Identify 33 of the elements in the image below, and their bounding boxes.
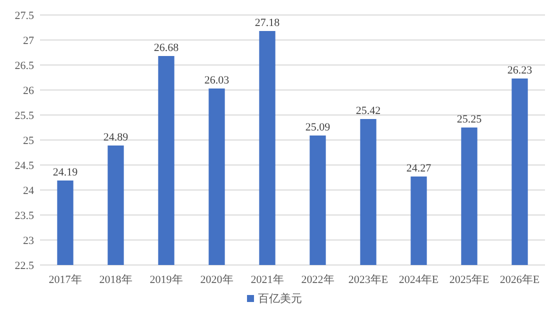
- y-tick-label: 27: [23, 35, 34, 47]
- x-tick-label: 2023年E: [348, 274, 388, 286]
- legend-label: 百亿美元: [258, 292, 302, 305]
- x-tick-label: 2021年: [250, 274, 284, 286]
- legend: 百亿美元: [247, 293, 302, 305]
- data-label: 26.23: [507, 64, 533, 76]
- x-tick-label: 2018年: [99, 274, 132, 286]
- x-tick-label: 2017年: [48, 274, 82, 286]
- x-tick-label: 2024年E: [398, 274, 439, 286]
- x-tick-label: 2019年: [150, 274, 183, 286]
- data-label: 24.27: [406, 162, 432, 174]
- data-label: 25.25: [456, 114, 482, 126]
- y-tick-label: 26.5: [14, 60, 34, 72]
- data-label: 25.42: [356, 105, 381, 117]
- x-tick-label: 2025年E: [449, 274, 490, 286]
- y-tick-label: 26: [23, 85, 34, 97]
- data-label: 25.09: [305, 122, 331, 134]
- y-tick-label: 24.5: [14, 160, 34, 172]
- x-tick-label: 2026年E: [500, 274, 540, 286]
- y-tick-label: 22.5: [14, 260, 34, 272]
- x-tick-label: 2020年: [200, 274, 234, 286]
- data-label: 24.89: [103, 132, 129, 144]
- y-tick-label: 27.5: [14, 10, 34, 22]
- x-tick-label: 2022年: [301, 274, 334, 286]
- y-tick-label: 24: [23, 185, 34, 197]
- data-label: 24.19: [52, 166, 78, 178]
- data-label: 26.03: [204, 74, 230, 86]
- data-label: 27.18: [254, 17, 280, 29]
- y-tick-label: 23: [23, 235, 34, 247]
- y-tick-label: 25.5: [14, 110, 34, 122]
- data-label: 26.68: [154, 42, 180, 54]
- y-tick-label: 23.5: [14, 210, 34, 222]
- y-tick-label: 25: [23, 135, 34, 147]
